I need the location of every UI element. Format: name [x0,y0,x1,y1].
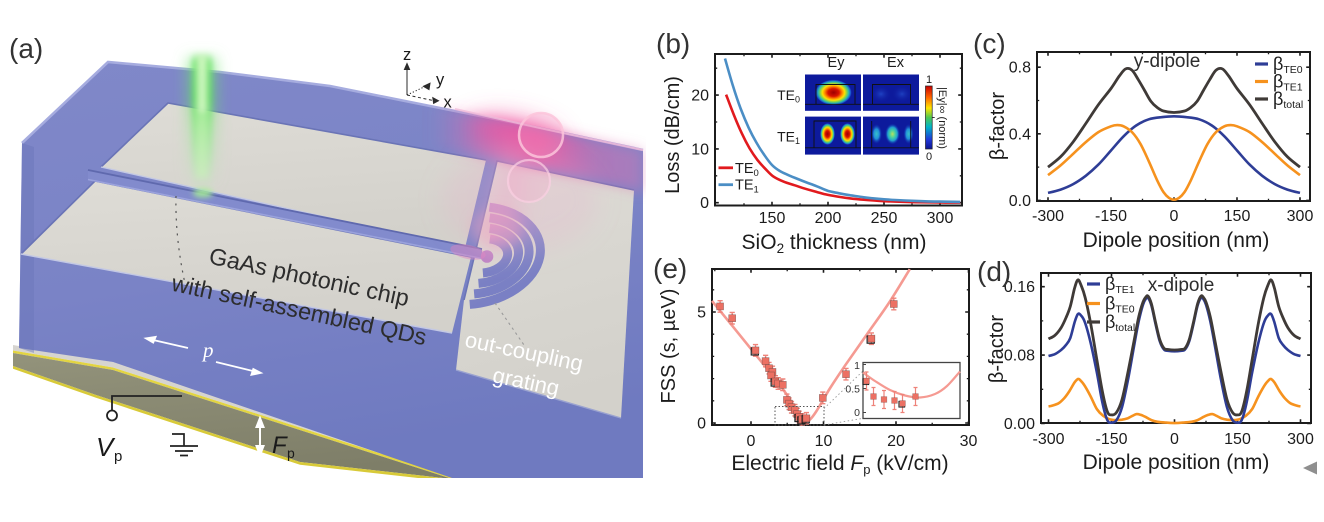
svg-text:0: 0 [854,407,860,419]
svg-text:|Ey|∞ (norm): |Ey|∞ (norm) [936,87,948,149]
svg-text:20: 20 [887,433,905,450]
svg-text:0: 0 [697,416,706,433]
svg-text:300: 300 [1287,208,1314,225]
svg-text:(e): (e) [653,253,687,284]
svg-text:0.00: 0.00 [1004,416,1035,433]
svg-text:0: 0 [1170,208,1179,225]
svg-text:Dipole position (nm): Dipole position (nm) [1083,451,1270,474]
svg-text:0: 0 [700,195,709,212]
svg-text:0: 0 [926,151,932,163]
svg-text:10: 10 [691,141,709,158]
svg-text:Loss (dB/cm): Loss (dB/cm) [662,76,684,194]
svg-text:10: 10 [815,433,833,450]
svg-text:20: 20 [691,88,709,105]
svg-text:150: 150 [1224,208,1251,225]
svg-text:(d): (d) [977,256,1011,287]
svg-text:TE1: TE1 [735,178,759,196]
svg-text:(c): (c) [973,28,1006,59]
svg-text:0.5: 0.5 [845,384,860,396]
svg-text:-300: -300 [1032,431,1064,448]
svg-text:200: 200 [815,210,842,227]
svg-text:-150: -150 [1095,431,1127,448]
svg-text:Ex: Ex [887,55,905,71]
svg-text:0: 0 [1170,431,1179,448]
svg-text:150: 150 [1224,431,1251,448]
svg-text:(b): (b) [656,28,690,59]
svg-text:150: 150 [759,210,786,227]
svg-text:0.8: 0.8 [1009,60,1031,77]
svg-text:FSS (s, µeV): FSS (s, µeV) [658,289,680,404]
svg-text:p: p [201,338,214,362]
svg-text:V: V [96,432,116,462]
svg-text:y: y [436,71,445,89]
svg-text:300: 300 [927,210,954,227]
svg-text:Ey: Ey [828,55,846,71]
svg-text:TE1: TE1 [777,129,800,147]
svg-text:x: x [444,94,453,112]
svg-text:5: 5 [697,305,706,322]
svg-text:0.08: 0.08 [1004,348,1035,365]
svg-text:y-dipole: y-dipole [1134,51,1201,72]
svg-text:Dipole position (nm): Dipole position (nm) [1083,229,1270,252]
svg-text:0.0: 0.0 [1009,193,1031,210]
svg-text:1: 1 [854,360,860,372]
svg-text:0.4: 0.4 [1009,126,1031,143]
svg-text:-150: -150 [1095,208,1127,225]
svg-text:Electric field Fp (kV/cm): Electric field Fp (kV/cm) [731,452,948,477]
svg-text:1: 1 [926,74,932,86]
svg-text:F: F [272,432,288,459]
svg-text:0.16: 0.16 [1004,279,1035,296]
svg-text:250: 250 [871,210,898,227]
svg-text:β-factor: β-factor [986,315,1008,384]
svg-text:z: z [403,46,411,64]
svg-text:SiO2 thickness (nm): SiO2 thickness (nm) [742,231,927,256]
svg-text:(a): (a) [9,33,43,64]
svg-text:β-factor: β-factor [987,92,1009,161]
svg-text:300: 300 [1287,431,1314,448]
svg-text:30: 30 [960,433,978,450]
svg-text:p: p [287,445,295,461]
svg-text:x-dipole: x-dipole [1148,275,1215,296]
svg-text:0: 0 [747,433,756,450]
svg-text:TE0: TE0 [777,87,800,105]
svg-text:TE0: TE0 [735,161,759,179]
svg-text:p: p [114,448,122,465]
svg-text:-300: -300 [1032,208,1064,225]
